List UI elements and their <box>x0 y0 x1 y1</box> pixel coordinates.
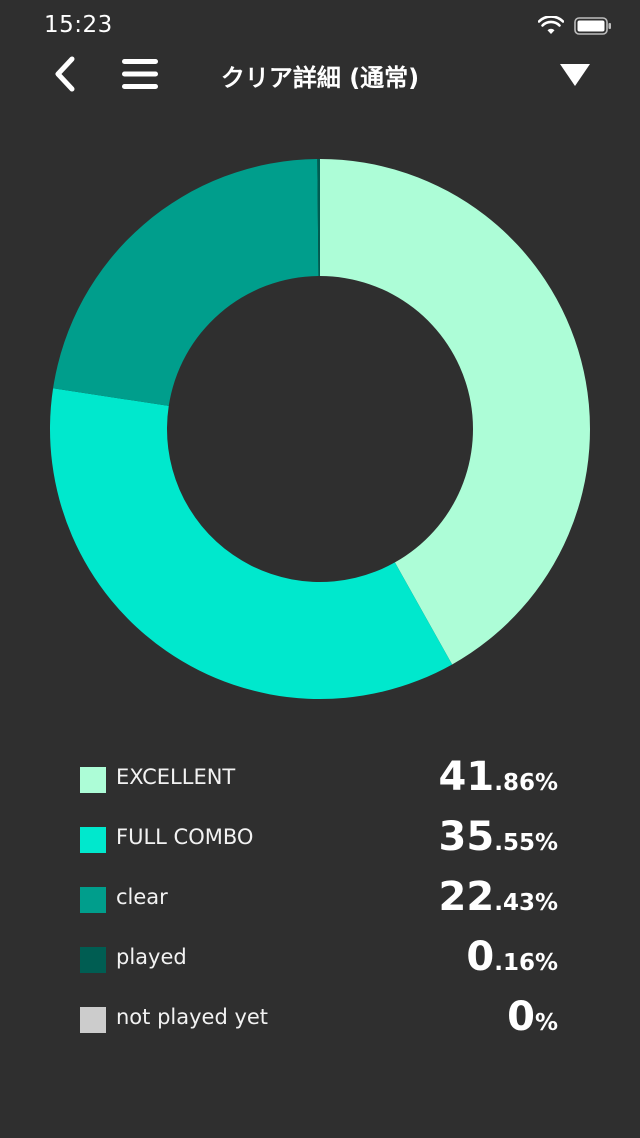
legend-label: EXCELLENT <box>116 765 236 789</box>
legend-label: clear <box>116 885 168 909</box>
percentage-fraction: .86% <box>494 770 558 796</box>
legend-swatch <box>80 1007 106 1033</box>
legend-percentage: 0.16% <box>466 934 558 980</box>
battery-icon <box>574 17 611 35</box>
legend-item: FULL COMBO 35.55% <box>80 808 560 868</box>
status-icons <box>538 16 612 36</box>
legend-label: not played yet <box>116 1005 269 1029</box>
legend-swatch <box>80 767 106 793</box>
percentage-fraction: .55% <box>494 830 558 856</box>
percentage-integer: 41 <box>438 754 495 800</box>
legend-percentage: 41.86% <box>439 754 558 800</box>
legend-percentage: 35.55% <box>439 814 558 860</box>
chart-legend: EXCELLENT 41.86% FULL COMBO 35.55% clear 22.4… <box>80 748 560 1048</box>
nav-bar: クリア詳細 (通常) <box>0 48 640 100</box>
legend-label: FULL COMBO <box>116 825 254 849</box>
status-time: 15:23 <box>44 12 113 38</box>
percentage-integer: 0 <box>466 934 495 980</box>
triangle-down-icon[interactable] <box>558 60 592 90</box>
legend-item: not played yet 0% <box>80 988 560 1048</box>
donut-chart <box>49 159 590 699</box>
donut-slice-excellent <box>320 159 590 665</box>
donut-slice-clear <box>53 159 319 406</box>
percentage-fraction: .16% <box>494 950 558 976</box>
percentage-integer: 22 <box>438 874 495 920</box>
page-title: クリア詳細 (通常) <box>220 64 420 92</box>
percentage-fraction: % <box>534 1010 558 1036</box>
legend-percentage: 0% <box>507 994 558 1040</box>
percentage-integer: 0 <box>507 994 535 1040</box>
legend-item: played 0.16% <box>80 928 560 988</box>
wifi-icon <box>538 16 564 34</box>
donut-slice-full-combo <box>49 388 453 699</box>
percentage-integer: 35 <box>438 814 495 860</box>
legend-percentage: 22.43% <box>439 874 558 920</box>
legend-swatch <box>80 887 106 913</box>
chevron-left-icon[interactable] <box>48 54 82 94</box>
legend-label: played <box>116 945 187 969</box>
legend-swatch <box>80 827 106 853</box>
legend-item: EXCELLENT 41.86% <box>80 748 560 808</box>
legend-swatch <box>80 947 106 973</box>
percentage-fraction: .43% <box>494 890 558 916</box>
legend-item: clear 22.43% <box>80 868 560 928</box>
donut-slice-played <box>317 159 320 277</box>
hamburger-icon[interactable] <box>120 56 160 92</box>
status-bar: 15:23 <box>0 0 640 48</box>
